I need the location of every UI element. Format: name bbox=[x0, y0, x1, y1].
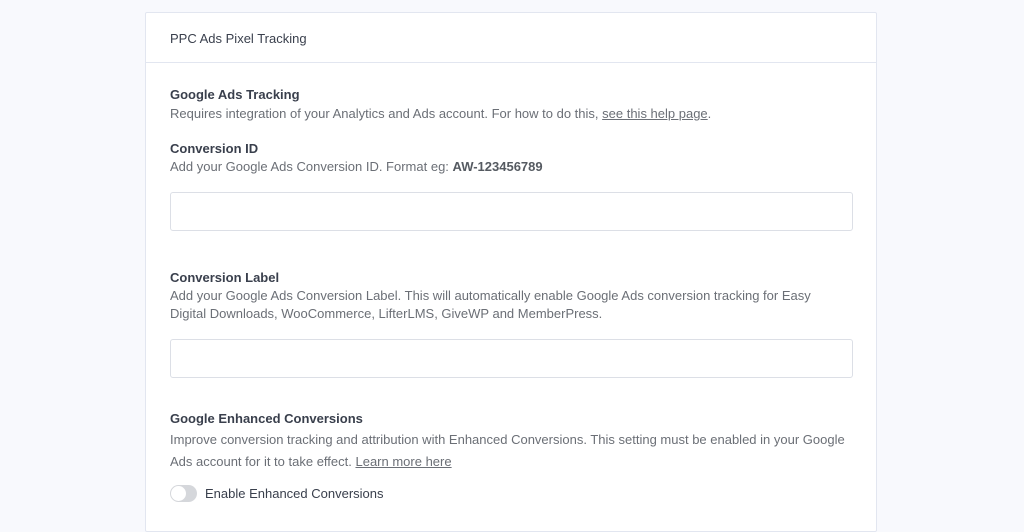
learn-more-link[interactable]: Learn more here bbox=[355, 454, 452, 469]
google-ads-desc: Requires integration of your Analytics a… bbox=[170, 105, 850, 123]
desc-end: . bbox=[707, 106, 712, 121]
enhanced-conversions-heading: Google Enhanced Conversions bbox=[170, 411, 363, 426]
card-title: PPC Ads Pixel Tracking bbox=[146, 13, 876, 63]
desc-text: Add your Google Ads Conversion ID. Forma… bbox=[170, 159, 453, 174]
ppc-tracking-card: PPC Ads Pixel Tracking Google Ads Tracki… bbox=[145, 12, 877, 532]
conversion-label-label: Conversion Label bbox=[170, 270, 280, 285]
conversion-label-desc: Add your Google Ads Conversion Label. Th… bbox=[170, 288, 811, 321]
desc-text: Improve conversion tracking and attribut… bbox=[170, 432, 845, 469]
conversion-label-input[interactable] bbox=[170, 339, 853, 378]
enhanced-conversions-toggle[interactable] bbox=[170, 485, 197, 502]
conversion-id-desc: Add your Google Ads Conversion ID. Forma… bbox=[170, 158, 850, 176]
toggle-label[interactable]: Enable Enhanced Conversions bbox=[205, 486, 384, 501]
enhanced-conversions-desc: Improve conversion tracking and attribut… bbox=[170, 429, 850, 473]
conversion-id-label: Conversion ID bbox=[170, 141, 259, 156]
conversion-id-input[interactable] bbox=[170, 192, 853, 231]
format-example: AW-123456789 bbox=[452, 159, 543, 174]
desc-text: Requires integration of your Analytics a… bbox=[170, 106, 603, 121]
google-ads-heading: Google Ads Tracking bbox=[170, 87, 300, 102]
help-page-link[interactable]: see this help page bbox=[602, 106, 708, 121]
